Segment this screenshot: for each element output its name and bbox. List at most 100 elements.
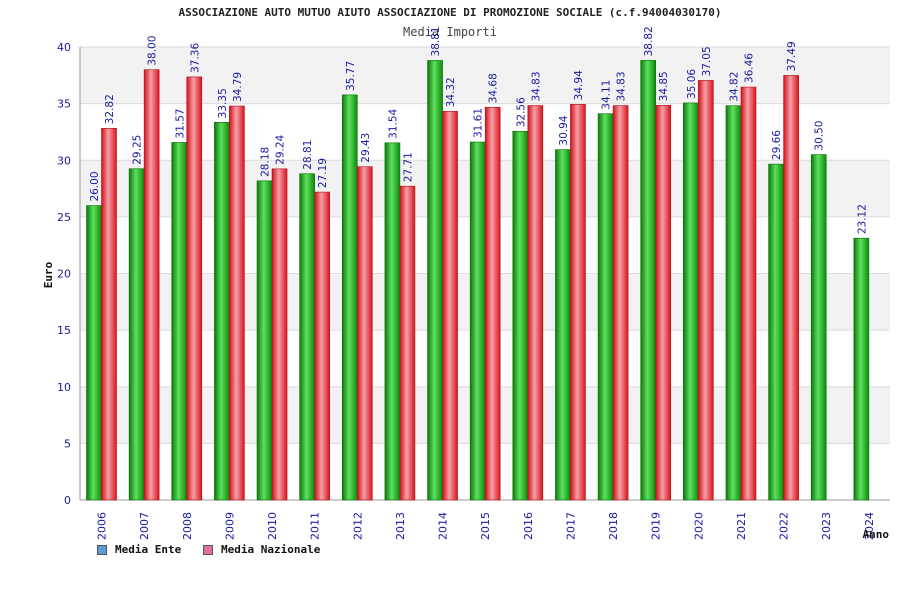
bar-media-nazionale xyxy=(314,191,330,501)
x-tick-label: 2017 xyxy=(564,512,577,540)
x-tick-label: 2016 xyxy=(522,512,535,540)
x-tick-label: 2010 xyxy=(266,512,279,540)
x-tick-label: 2015 xyxy=(479,512,492,540)
x-tick-label: 2019 xyxy=(650,512,663,540)
data-label: 29.24 xyxy=(275,134,287,164)
bar-media-ente xyxy=(640,60,657,501)
legend-item-media-ente: Media Ente xyxy=(97,543,181,556)
data-label: 32.82 xyxy=(104,94,116,124)
bar-media-nazionale xyxy=(783,75,799,501)
data-label: 27.19 xyxy=(317,158,329,188)
y-tick-label: 15 xyxy=(57,324,71,337)
x-tick-label: 2007 xyxy=(138,512,151,540)
bar-media-ente xyxy=(512,130,529,501)
data-label: 31.54 xyxy=(387,108,399,138)
bar-media-nazionale xyxy=(655,105,672,501)
legend-swatch-media-nazionale xyxy=(203,544,213,555)
x-tick-label: 2018 xyxy=(607,512,620,540)
bar-media-nazionale xyxy=(612,105,629,501)
bar-media-ente xyxy=(86,205,102,501)
bar-media-ente xyxy=(341,94,358,501)
bar-media-ente xyxy=(384,142,401,501)
bar-media-nazionale xyxy=(356,166,373,501)
data-label: 34.11 xyxy=(601,80,613,110)
x-tick-label: 2008 xyxy=(181,512,194,540)
data-label: 29.25 xyxy=(132,135,144,165)
bar-media-ente xyxy=(171,142,188,501)
bar-media-nazionale xyxy=(229,105,245,501)
data-label: 30.50 xyxy=(814,121,826,151)
data-label: 37.05 xyxy=(701,46,713,76)
y-tick-label: 25 xyxy=(57,211,71,224)
data-label: 34.82 xyxy=(728,72,740,102)
bar-media-ente xyxy=(214,122,230,501)
y-tick-label: 5 xyxy=(64,437,71,450)
data-label: 37.36 xyxy=(189,43,201,73)
bar-media-nazionale xyxy=(143,69,160,501)
data-label: 34.83 xyxy=(616,71,628,101)
bar-media-nazionale xyxy=(740,86,757,501)
data-label: 34.83 xyxy=(530,71,542,101)
data-label: 36.46 xyxy=(743,53,755,83)
bar-media-ente xyxy=(469,141,486,501)
bar-media-ente xyxy=(427,60,443,501)
data-label: 29.66 xyxy=(771,130,783,160)
data-label: 34.79 xyxy=(232,72,244,102)
y-tick-label: 35 xyxy=(57,98,71,111)
y-tick-label: 0 xyxy=(64,494,71,507)
data-label: 32.56 xyxy=(515,97,527,127)
bar-media-ente xyxy=(853,237,870,501)
data-label: 28.81 xyxy=(302,140,314,170)
data-label: 34.94 xyxy=(573,70,585,100)
data-label: 23.12 xyxy=(856,204,868,234)
x-tick-label: 2011 xyxy=(309,512,322,540)
bar-media-ente xyxy=(256,180,273,501)
data-label: 33.35 xyxy=(217,88,229,118)
x-tick-label: 2012 xyxy=(351,512,364,540)
data-label: 38.82 xyxy=(643,26,655,56)
x-tick-label: 2020 xyxy=(692,512,705,540)
bar-media-ente xyxy=(810,154,827,501)
bar-media-ente xyxy=(683,102,699,501)
data-label: 30.94 xyxy=(558,115,570,145)
x-tick-label: 2022 xyxy=(778,512,791,540)
x-tick-label: 2021 xyxy=(735,512,748,540)
bar-media-nazionale xyxy=(570,104,586,501)
bar-media-nazionale xyxy=(101,128,117,501)
y-tick-label: 10 xyxy=(57,381,71,394)
bar-media-nazionale xyxy=(698,80,714,501)
legend-label-media-ente: Media Ente xyxy=(115,543,182,556)
y-tick-label: 20 xyxy=(57,268,71,281)
bar-media-ente xyxy=(725,105,742,501)
x-tick-label: 2023 xyxy=(820,512,833,540)
x-tick-label: 2006 xyxy=(96,512,109,540)
data-label: 26.00 xyxy=(89,171,101,201)
data-label: 34.32 xyxy=(445,77,457,107)
x-tick-label: 2024 xyxy=(863,512,876,540)
bar-media-nazionale xyxy=(442,111,458,501)
bar-media-nazionale xyxy=(527,105,544,501)
bar-media-ente xyxy=(299,173,315,501)
data-label: 28.18 xyxy=(260,147,272,177)
x-tick-label: 2009 xyxy=(223,512,236,540)
bar-media-ente xyxy=(555,149,571,501)
bar-media-ente xyxy=(768,163,784,501)
data-label: 31.61 xyxy=(473,108,485,138)
data-label: 31.57 xyxy=(174,108,186,138)
bar-media-ente xyxy=(597,113,614,501)
y-tick-label: 30 xyxy=(57,154,71,167)
data-label: 35.77 xyxy=(345,61,357,91)
data-label: 35.06 xyxy=(686,69,698,99)
chart-title: ASSOCIAZIONE AUTO MUTUO AIUTO ASSOCIAZIO… xyxy=(178,6,722,19)
bar-media-nazionale xyxy=(399,185,416,501)
bar-media-nazionale xyxy=(186,76,203,501)
data-label: 37.49 xyxy=(786,41,798,71)
legend-label-media-nazionale: Media Nazionale xyxy=(221,543,321,556)
legend-item-media-nazionale: Media Nazionale xyxy=(203,543,320,556)
bar-media-ente xyxy=(128,168,145,501)
bar-media-nazionale xyxy=(271,168,288,501)
y-axis-label: Euro xyxy=(42,261,55,288)
bar-media-nazionale xyxy=(484,106,501,501)
data-label: 34.68 xyxy=(488,73,500,103)
